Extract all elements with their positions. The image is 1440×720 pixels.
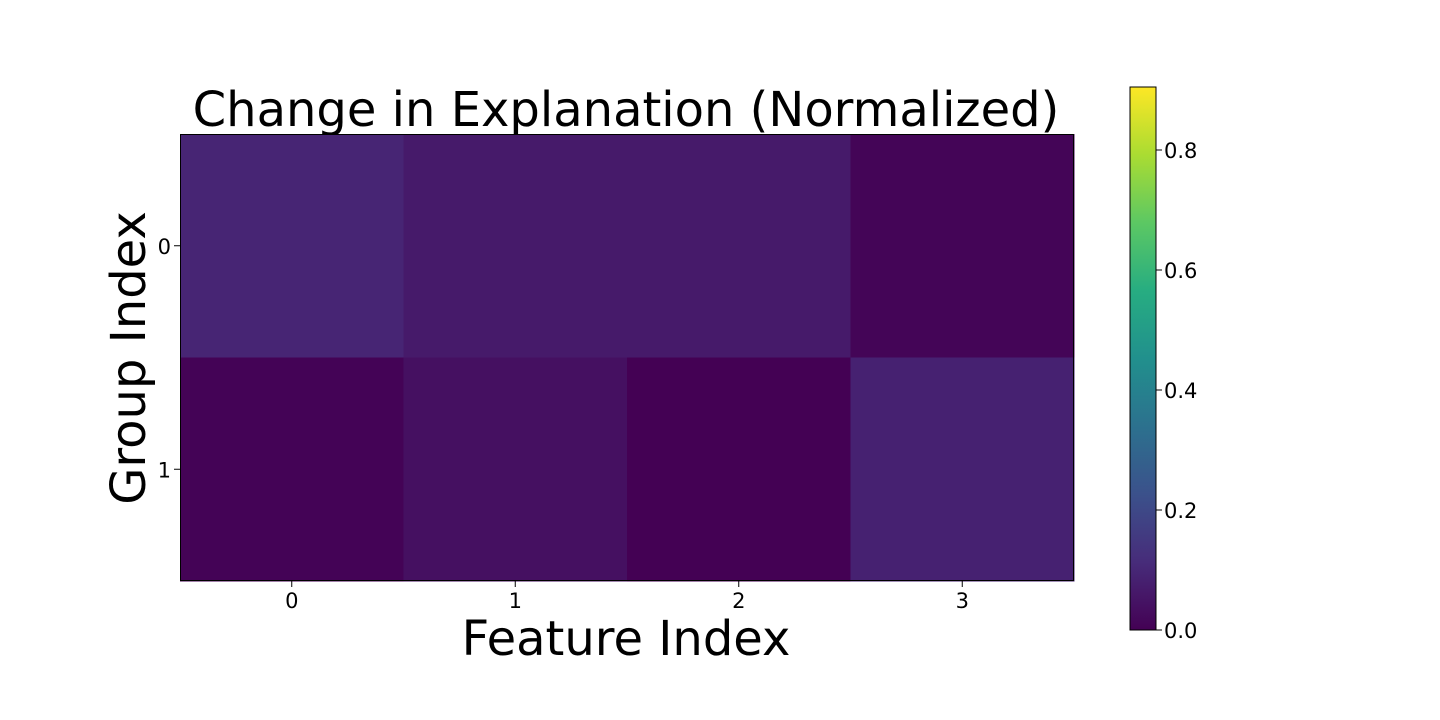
heatmap-cell [850,134,1075,358]
x-tick-label: 0 [285,589,298,613]
x-tick-label: 2 [732,589,745,613]
heatmap-cell [403,357,628,582]
heatmap-cell [180,134,404,358]
colorbar-tick-label: 0.8 [1164,139,1197,163]
heatmap-cell [850,357,1075,582]
colorbar-tick-label: 0.2 [1164,499,1197,523]
x-axis-ticks: 0 1 2 3 [285,581,969,613]
heatmap-cell [180,357,404,582]
y-tick-label: 1 [158,458,171,482]
y-axis-label: Group Index [101,211,157,505]
colorbar [1129,86,1157,631]
chart-title: Change in Explanation (Normalized) [193,82,1060,138]
heatmap-cells [180,134,1075,582]
colorbar-ticks: 0.0 0.2 0.4 0.6 0.8 [1156,139,1197,643]
heatmap-cell [627,357,851,582]
plot-frame [180,134,1074,581]
heatmap-cell [627,134,851,358]
colorbar-tick-label: 0.6 [1164,259,1197,283]
x-tick-label: 1 [509,589,522,613]
y-axis-ticks: 01 [158,235,180,482]
y-tick-label: 0 [158,235,171,259]
colorbar-tick-label: 0.0 [1164,619,1197,643]
heatmap-cell [403,134,628,358]
x-tick-label: 3 [956,589,969,613]
x-axis-label: Feature Index [462,611,791,667]
colorbar-tick-label: 0.4 [1164,379,1197,403]
